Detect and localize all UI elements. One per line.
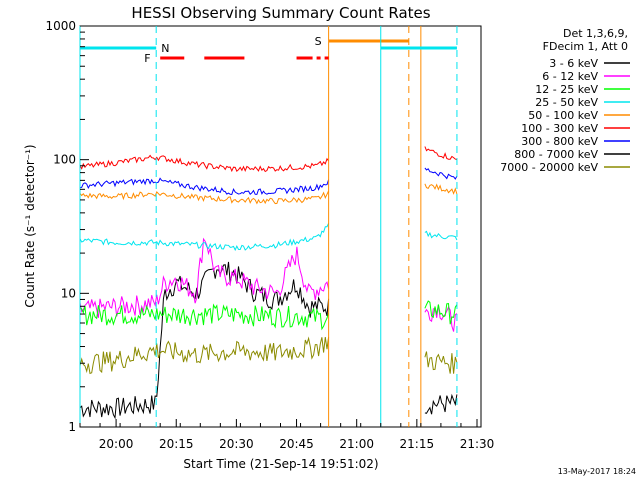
series-line-4-part-1 <box>424 183 458 195</box>
series-layer <box>79 146 458 420</box>
series-line-8-part-0 <box>79 336 330 375</box>
y-tick-label-3: 1000 <box>45 19 76 33</box>
legend-label-6: 300 - 800 keV <box>521 135 598 148</box>
y-tick-label-0: 1 <box>68 420 76 434</box>
y-tick-label-1: 10 <box>61 286 76 300</box>
legend-header-line1: Det 1,3,6,9, <box>563 27 628 40</box>
x-tick-label-1: 20:15 <box>159 437 194 451</box>
legend-label-3: 25 - 50 keV <box>535 96 598 109</box>
y-tick-label-2: 100 <box>53 153 76 167</box>
series-line-5-part-1 <box>424 146 458 161</box>
generated-timestamp: 13-May-2017 18:24 <box>558 467 636 476</box>
series-line-1-part-0 <box>79 237 330 318</box>
series-line-4-part-0 <box>79 190 330 205</box>
flare-flag-label: F <box>144 52 150 65</box>
series-line-3-part-0 <box>79 222 330 252</box>
legend-label-4: 50 - 100 keV <box>528 109 598 122</box>
series-line-6-part-0 <box>79 177 330 196</box>
x-tick-label-0: 20:00 <box>99 437 134 451</box>
series-line-5-part-0 <box>79 154 330 173</box>
series-line-2-part-1 <box>424 300 458 325</box>
night-flag-label: N <box>161 42 169 55</box>
flag-layer: FN S <box>79 26 458 427</box>
series-line-8-part-1 <box>424 351 458 374</box>
x-axis: 20:00 20:15 20:30 20:45 21:00 21:15 21:30 <box>79 419 495 451</box>
legend-label-8: 7000 - 20000 keV <box>500 161 598 174</box>
series-line-0-part-0 <box>79 261 330 420</box>
legend-label-0: 3 - 6 keV <box>549 57 598 70</box>
chart-title: HESSI Observing Summary Count Rates <box>131 4 430 22</box>
x-axis-label: Start Time (21-Sep-14 19:51:02) <box>183 457 378 471</box>
x-tick-label-3: 20:45 <box>279 437 314 451</box>
legend-label-2: 12 - 25 keV <box>535 83 598 96</box>
series-line-1-part-1 <box>424 305 458 332</box>
x-tick-label-6: 21:30 <box>460 437 495 451</box>
plot-area: FN S <box>79 25 482 428</box>
x-tick-label-5: 21:15 <box>400 437 435 451</box>
legend-label-7: 800 - 7000 keV <box>514 148 598 161</box>
legend-label-1: 6 - 12 keV <box>542 70 598 83</box>
y-axis: 1 10 100 1000 <box>45 19 89 434</box>
series-line-2-part-0 <box>79 303 330 331</box>
saa-flag-label: S <box>315 35 322 48</box>
series-line-3-part-1 <box>424 230 458 241</box>
legend-label-5: 100 - 300 keV <box>521 122 598 135</box>
x-tick-label-2: 20:30 <box>219 437 254 451</box>
legend: Det 1,3,6,9, FDecim 1, Att 0 3 - 6 keV6 … <box>500 27 630 174</box>
y-axis-label: Count Rate (s⁻¹ detector⁻¹) <box>23 144 37 307</box>
legend-header-line2: FDecim 1, Att 0 <box>543 40 628 53</box>
x-tick-label-4: 21:00 <box>339 437 374 451</box>
series-line-6-part-1 <box>424 167 458 180</box>
series-line-0-part-1 <box>424 393 458 415</box>
